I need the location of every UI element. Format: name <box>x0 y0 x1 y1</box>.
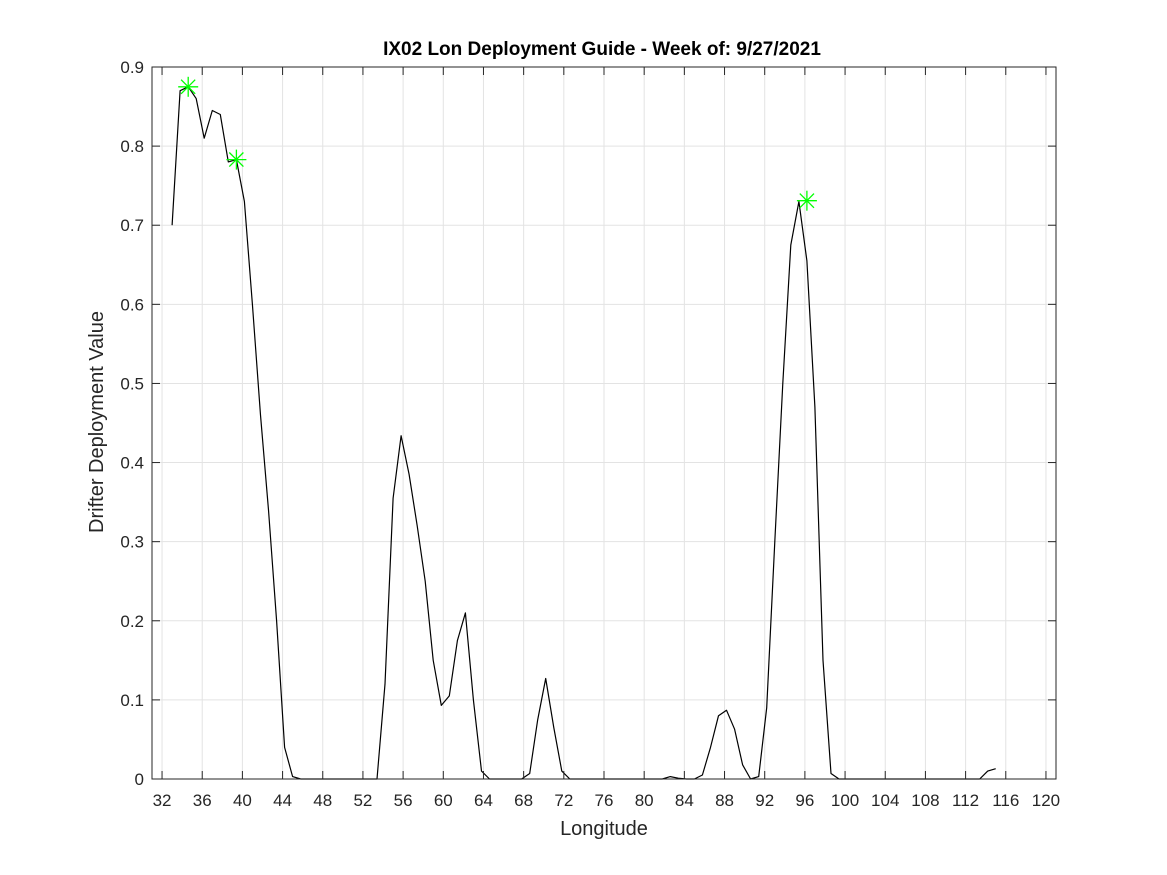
x-tick-label: 56 <box>394 791 413 810</box>
x-tick-label: 76 <box>595 791 614 810</box>
y-tick-label: 0.9 <box>120 58 144 77</box>
y-tick-label: 0.6 <box>120 295 144 314</box>
x-tick-label: 36 <box>193 791 212 810</box>
x-tick-label: 68 <box>514 791 533 810</box>
tick-labels: 32 36 40 44 48 52 56 60 64 68 72 76 80 84 88 92 96 100 104… <box>120 58 1060 810</box>
x-tick-label: 60 <box>434 791 453 810</box>
chart-title: IX02 Lon Deployment Guide - Week of: 9/2… <box>383 39 821 60</box>
y-tick-label: 0.7 <box>120 216 144 235</box>
x-tick-label: 72 <box>554 791 573 810</box>
x-tick-label: 40 <box>233 791 252 810</box>
y-tick-label: 0.3 <box>120 533 144 552</box>
x-tick-label: 100 <box>831 791 859 810</box>
x-tick-label: 104 <box>871 791 899 810</box>
x-tick-label: 48 <box>313 791 332 810</box>
axes-layer <box>151 66 1057 780</box>
y-tick-label: 0.5 <box>120 374 144 393</box>
x-tick-label: 92 <box>755 791 774 810</box>
x-axis-label: Longitude <box>560 818 648 840</box>
x-tick-label: 80 <box>635 791 654 810</box>
data-series-line <box>171 86 996 780</box>
grid-layer <box>152 66 1056 780</box>
x-tick-label: 64 <box>474 791 493 810</box>
y-tick-label: 0 <box>135 770 144 789</box>
y-axis-label: Drifter Deployment Value <box>86 311 108 533</box>
y-tick-label: 0.1 <box>120 691 144 710</box>
x-tick-label: 84 <box>675 791 694 810</box>
x-tick-label: 96 <box>795 791 814 810</box>
y-tick-label: 0.4 <box>120 454 144 473</box>
peak-marker <box>796 190 817 211</box>
x-tick-label: 112 <box>952 791 979 810</box>
line-layer <box>171 86 996 780</box>
peak-marker <box>178 76 199 97</box>
x-tick-label: 120 <box>1032 791 1060 810</box>
peak-marker <box>226 149 247 170</box>
x-tick-label: 108 <box>911 791 939 810</box>
marker-layer <box>178 76 817 211</box>
x-tick-label: 52 <box>353 791 372 810</box>
x-tick-label: 44 <box>273 791 292 810</box>
x-tick-label: 32 <box>153 791 172 810</box>
y-tick-label: 0.8 <box>120 137 144 156</box>
x-tick-label: 116 <box>992 791 1019 810</box>
y-tick-label: 0.2 <box>120 612 144 631</box>
x-tick-label: 88 <box>715 791 734 810</box>
